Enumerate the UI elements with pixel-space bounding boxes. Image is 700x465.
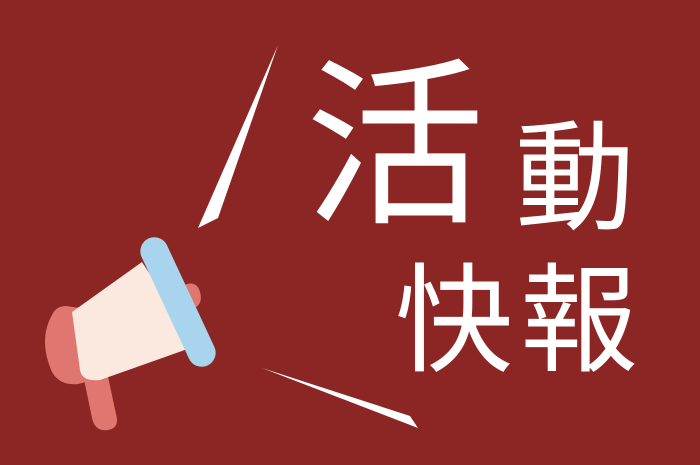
megaphone-body [72, 262, 196, 381]
title-char-1: 活 [305, 43, 486, 252]
title-char-3: 快 [395, 252, 514, 390]
sound-line-top [198, 45, 278, 228]
title-char-4: 報 [520, 252, 639, 390]
megaphone-icon [45, 237, 216, 431]
sound-line-bottom [262, 368, 418, 428]
megaphone-rim [140, 237, 216, 367]
title-char-2: 動 [515, 110, 635, 249]
